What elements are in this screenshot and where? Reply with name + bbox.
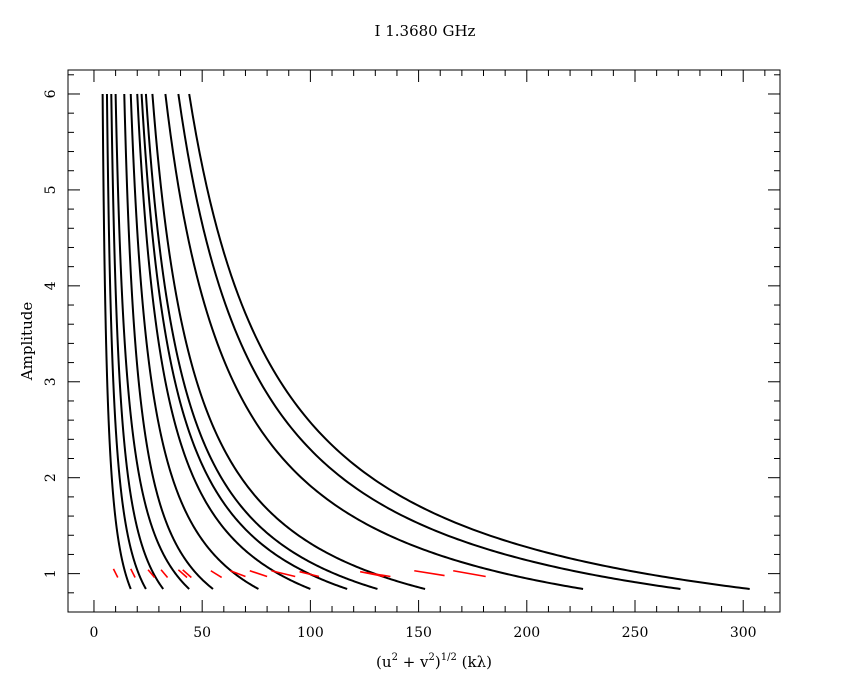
model-curve — [151, 93, 426, 590]
model-curve — [123, 93, 214, 590]
model-curve — [101, 93, 132, 590]
x-axis-label-sup3: 1/2 — [441, 652, 457, 663]
data-segment — [453, 569, 486, 578]
x-axis-label-suffix: (kλ) — [457, 653, 492, 671]
x-axis-label-prefix: (u — [376, 653, 392, 671]
data-segment — [160, 569, 169, 578]
y-tick-label: 6 — [43, 89, 59, 98]
x-tick-labels: 0 50 100 150 200 250 300 — [90, 625, 757, 641]
x-axis-label-mid: + v — [398, 653, 429, 671]
x-tick-label: 150 — [405, 625, 432, 641]
axis-ticks — [68, 70, 780, 613]
model-curves — [101, 93, 750, 590]
data-segment — [366, 571, 391, 578]
x-axis-label-close: ) — [435, 653, 441, 671]
model-curve — [110, 93, 165, 590]
x-axis-label: (u2 + v2)1/2 (kλ) — [376, 652, 492, 671]
plot-frame — [67, 69, 781, 613]
data-segment — [147, 569, 156, 578]
x-tick-label: 200 — [513, 625, 540, 641]
data-segment — [182, 569, 192, 579]
x-tick-label: 50 — [193, 625, 211, 641]
y-tick-label: 5 — [43, 185, 59, 194]
x-tick-label: 100 — [297, 625, 324, 641]
model-curve — [188, 93, 750, 590]
model-curve — [105, 93, 147, 590]
data-segment — [271, 569, 296, 578]
y-axis-label: Amplitude — [18, 302, 36, 382]
data-segment — [210, 570, 223, 579]
model-curve — [144, 93, 378, 590]
model-curve — [140, 93, 348, 590]
data-segment — [249, 569, 268, 578]
x-tick-label: 250 — [622, 625, 649, 641]
model-curve — [129, 93, 259, 590]
y-tick-labels: 1 2 3 4 5 6 — [43, 89, 59, 578]
x-tick-label: 0 — [90, 625, 99, 641]
data-segment — [177, 569, 188, 579]
model-curve — [114, 93, 190, 590]
data-segment — [130, 568, 136, 578]
x-axis-label-sup2: 2 — [429, 652, 435, 663]
data-segment — [230, 570, 246, 578]
data-segment — [299, 570, 320, 578]
x-axis-label-sup1: 2 — [392, 652, 398, 663]
chart-title: I 1.3680 GHz — [375, 22, 476, 40]
model-curve — [136, 93, 311, 590]
y-tick-label: 4 — [43, 281, 59, 290]
model-curve — [177, 93, 681, 590]
y-tick-label: 1 — [43, 569, 59, 578]
y-tick-label: 2 — [43, 473, 59, 482]
data-segment — [112, 568, 119, 578]
data-segments — [112, 568, 486, 579]
data-segment — [414, 569, 445, 577]
x-tick-label: 300 — [730, 625, 757, 641]
model-curve — [164, 93, 584, 590]
y-tick-label: 3 — [43, 377, 59, 386]
